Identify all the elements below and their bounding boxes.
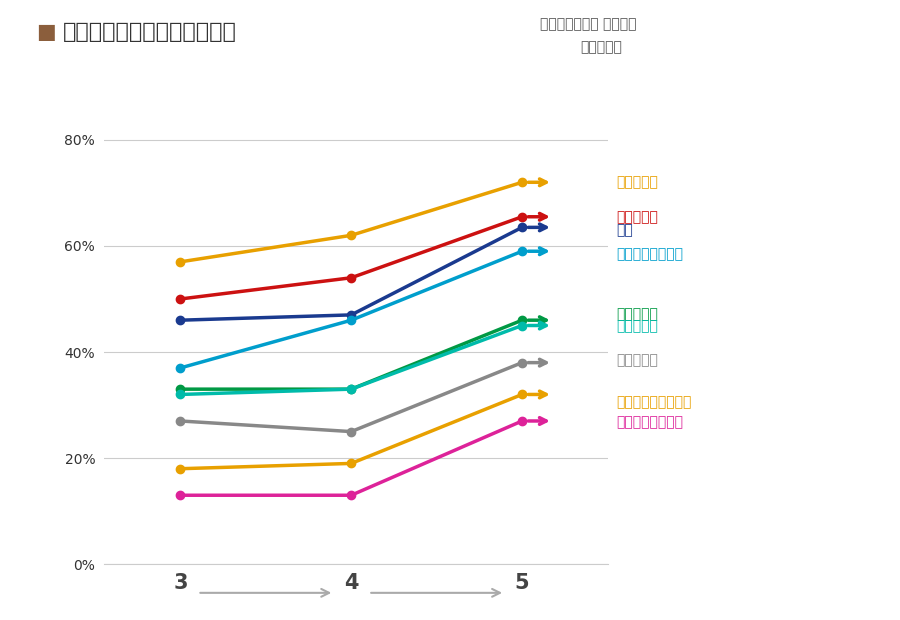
Text: アレルギー性鼻炎: アレルギー性鼻炎 (616, 415, 683, 429)
Text: 気管支喘息: 気管支喘息 (616, 175, 659, 189)
Text: 転居後の住宅の断熱グレード: 転居後の住宅の断熱グレード (63, 22, 237, 42)
Text: 岩前研究室: 岩前研究室 (580, 40, 623, 55)
Text: 目のかゆみ: 目のかゆみ (616, 353, 659, 367)
Text: アレルギー性結膜炎: アレルギー性結膜炎 (616, 396, 692, 409)
Text: のどの痛み: のどの痛み (616, 210, 659, 224)
Text: ■: ■ (36, 22, 56, 42)
Text: 肌のかゆみ: 肌のかゆみ (616, 319, 659, 334)
Text: 手足の冷え: 手足の冷え (616, 307, 659, 321)
Text: せき: せき (616, 223, 634, 237)
Text: アトピー性皮膚炎: アトピー性皮膚炎 (616, 247, 683, 261)
Text: 出典：近畿大学 建築学部: 出典：近畿大学 建築学部 (540, 17, 636, 32)
